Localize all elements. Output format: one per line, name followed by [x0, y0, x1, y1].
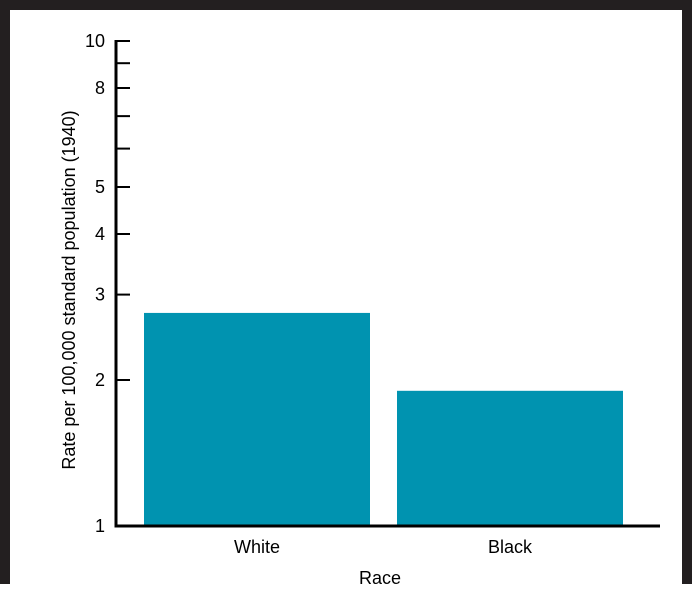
y-tick-label-8: 8	[95, 78, 105, 98]
x-tick-label-white: White	[234, 537, 280, 557]
y-tick-label-10: 10	[85, 31, 105, 51]
y-tick-label-4: 4	[95, 224, 105, 244]
y-axis: 1 2 3 4 5 8 10	[85, 31, 130, 536]
bar-white	[144, 312, 370, 526]
bars-layer	[144, 312, 623, 526]
x-axis: White Black	[114, 524, 660, 557]
x-axis-title: Race	[359, 568, 401, 588]
x-tick-label-black: Black	[488, 537, 533, 557]
y-axis-title: Rate per 100,000 standard population (19…	[59, 110, 79, 469]
bar-black	[397, 390, 623, 526]
chart-canvas: 1 2 3 4 5 8 10 White Black Rate per 100,000 sta…	[59, 31, 660, 588]
y-tick-label-5: 5	[95, 177, 105, 197]
y-tick-label-2: 2	[95, 370, 105, 390]
y-tick-label-1: 1	[95, 516, 105, 536]
y-tick-label-3: 3	[95, 285, 105, 305]
